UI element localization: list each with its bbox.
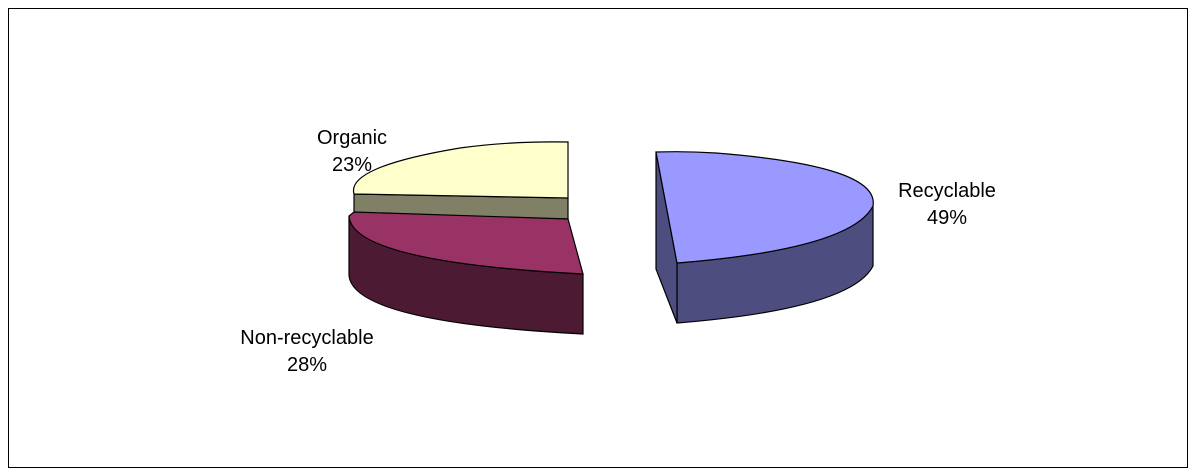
label-organic-name: Organic — [317, 127, 387, 149]
label-recyclable-name: Recyclable — [898, 180, 996, 202]
pie-slice-non-recyclable — [348, 211, 584, 335]
pie-slice-organic-top — [352, 141, 569, 199]
label-non-recyclable-name: Non-recyclable — [240, 327, 373, 349]
pie-slice-recyclable — [655, 151, 874, 324]
pie-slice-non-recyclable-top — [348, 211, 584, 275]
pie-slice-organic — [352, 141, 569, 220]
chart-frame — [8, 8, 1188, 468]
label-organic-value: 23% — [332, 154, 372, 176]
label-recyclable-value: 49% — [927, 207, 967, 229]
label-non-recyclable-value: 28% — [287, 354, 327, 376]
pie-slice-recyclable-top — [655, 151, 874, 264]
